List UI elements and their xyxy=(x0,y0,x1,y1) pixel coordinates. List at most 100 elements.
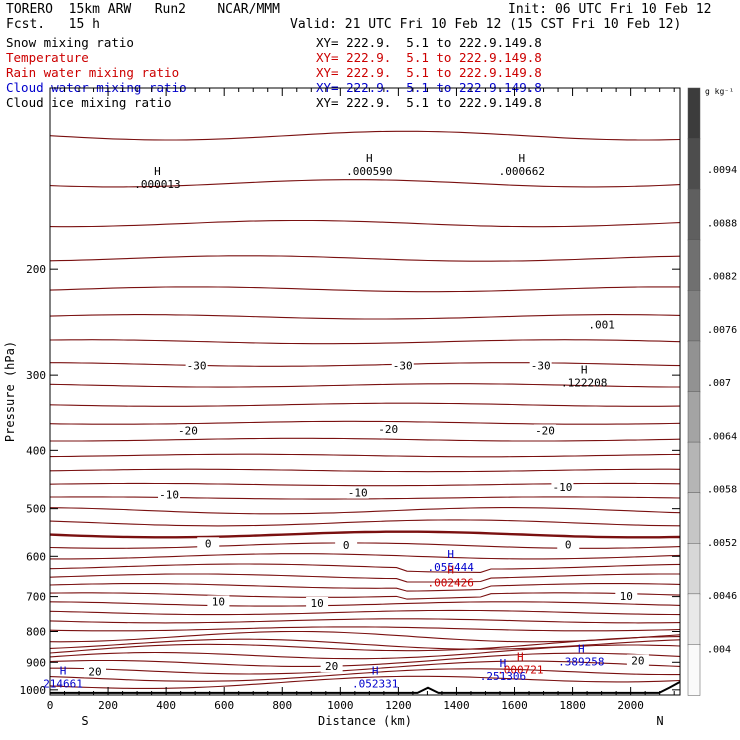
temperature-contour xyxy=(49,626,681,632)
extremum-value: .000721 xyxy=(497,663,543,676)
temperature-contour xyxy=(49,286,680,293)
temperature-label-bg xyxy=(529,359,552,372)
contour-labels: -30 -30 -30 -20 -20 -20 -10 -10 -10 0 0 0 10 10 10 20 20… xyxy=(43,152,649,691)
extremum-marker: H xyxy=(372,665,379,678)
temperature-label-bg xyxy=(176,424,199,437)
x-tick-label: 1800 xyxy=(559,699,586,712)
temperature-contour-label: 0 xyxy=(565,539,572,552)
temperature-contour-label: 20 xyxy=(325,660,338,673)
colorbar-segment xyxy=(687,492,701,544)
legend-section-endpoints: XY= 222.9. 5.1 to 222.9.149.8 xyxy=(316,95,542,110)
extremum-value: .002426 xyxy=(427,577,473,590)
extremum-value: .052331 xyxy=(352,678,398,691)
colorbar-label: .0052 xyxy=(707,538,737,549)
temperature-label-bg xyxy=(557,538,580,551)
temperature-contour xyxy=(50,553,681,560)
y-tick-label: 1000 xyxy=(20,684,47,697)
colorbar-segment xyxy=(687,290,701,342)
temperature-contour xyxy=(49,519,681,527)
temperature-contour xyxy=(49,530,681,539)
temperature-label-bg xyxy=(84,665,106,678)
extremum-value: .389258 xyxy=(558,655,604,668)
colorbar-label: .0058 xyxy=(707,485,737,496)
x-tick-label: 1400 xyxy=(443,699,470,712)
colorbar-segment xyxy=(687,340,701,393)
colorbar-label: .0094 xyxy=(707,165,737,176)
legend-field-name: Cloud ice mixing ratio xyxy=(6,95,172,110)
temperature-label-bg xyxy=(626,654,649,667)
temperature-contour-label: -10 xyxy=(159,488,179,501)
temperature-contour xyxy=(49,219,681,228)
legend-field-name: Temperature xyxy=(6,50,89,65)
colorbar: g kg⁻¹ .0094 .0088 .0082 .0076 .007 .0064 .0058… xyxy=(687,87,737,696)
temperature-contour-label: -30 xyxy=(393,359,413,372)
temperature-contour-label: -20 xyxy=(178,424,198,437)
temperature-contour xyxy=(49,179,681,188)
extremum-value: .001 xyxy=(588,318,615,331)
x-tick-label: 200 xyxy=(98,699,118,712)
x-axis-label: Distance (km) xyxy=(318,714,412,728)
legend-section-endpoints: XY= 222.9. 5.1 to 222.9.149.8 xyxy=(316,50,542,65)
x-tick-label: 1600 xyxy=(501,699,528,712)
temperature-contour xyxy=(49,402,681,407)
colorbar-label: .007 xyxy=(707,378,731,389)
extremum-marker: H xyxy=(154,165,161,178)
plot-frame xyxy=(49,87,681,696)
temperature-contour xyxy=(49,573,680,583)
colorbar-label: .0064 xyxy=(707,431,737,442)
x-tick-label: 800 xyxy=(272,699,292,712)
extremum-marker: H xyxy=(60,665,67,678)
contour-lines xyxy=(49,130,681,694)
north-endpoint-label: N xyxy=(656,714,663,728)
colorbar-segment xyxy=(687,441,701,494)
south-endpoint-label: S xyxy=(81,714,88,728)
temperature-contour xyxy=(49,482,681,487)
y-tick-label: 200 xyxy=(26,263,46,276)
temperature-contour-label: 0 xyxy=(343,539,350,552)
x-tick-label: 1200 xyxy=(385,699,412,712)
temperature-contour-label: 20 xyxy=(88,665,101,678)
temperature-label-bg xyxy=(158,488,181,501)
y-tick-label: 900 xyxy=(26,656,46,669)
temperature-label-bg xyxy=(346,486,369,499)
temperature-contour xyxy=(50,660,681,675)
extremum-value: 214661 xyxy=(43,678,83,691)
legend-section-endpoints: XY= 222.9. 5.1 to 222.9.149.8 xyxy=(316,65,542,80)
temperature-contour xyxy=(49,468,681,473)
y-tick-label: 600 xyxy=(26,550,46,563)
y-axis-label: Pressure (hPa) xyxy=(3,341,17,442)
extremum-value: .000013 xyxy=(134,178,180,191)
temperature-contour xyxy=(49,618,681,624)
colorbar-units: g kg⁻¹ xyxy=(705,87,734,96)
colorbar-label: .0046 xyxy=(707,591,737,602)
temperature-contour xyxy=(49,255,681,262)
temperature-contour-label: -10 xyxy=(552,481,572,494)
temperature-contour xyxy=(49,609,681,616)
colorbar-segment xyxy=(687,239,701,292)
colorbar-segment xyxy=(687,188,701,241)
temperature-contour xyxy=(49,644,681,660)
colorbar-label: .0088 xyxy=(707,218,737,229)
temperature-contour xyxy=(49,601,681,607)
extremum-marker: H xyxy=(578,642,585,655)
temperature-contour xyxy=(49,583,681,592)
temperature-label-bg xyxy=(551,480,574,493)
extremum-value: .122208 xyxy=(561,377,607,390)
forecast-hour: Fcst. 15 h xyxy=(6,17,100,32)
temperature-contour-label: 0 xyxy=(205,537,212,550)
legend-field-name: Rain water mixing ratio xyxy=(6,65,180,80)
valid-time: Valid: 21 UTC Fri 10 Feb 12 (15 CST Fri … xyxy=(290,17,682,32)
y-tick-label: 700 xyxy=(26,591,46,604)
temperature-contour xyxy=(50,496,681,500)
temperature-label-bg xyxy=(320,660,343,673)
x-tick-label: 400 xyxy=(156,699,176,712)
temperature-contour xyxy=(49,507,681,515)
colorbar-label: .0082 xyxy=(707,272,737,283)
temperature-contour xyxy=(49,314,681,320)
y-tick-label: 500 xyxy=(26,503,46,516)
temperature-contour xyxy=(49,453,681,458)
colorbar-segment xyxy=(687,543,701,595)
colorbar-segment xyxy=(687,593,701,646)
x-tick-label: 1000 xyxy=(327,699,354,712)
colorbar-label: .004 xyxy=(707,644,731,655)
